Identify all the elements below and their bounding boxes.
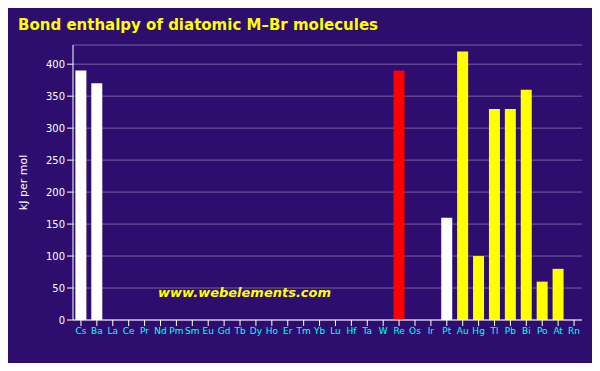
svg-text:Hf: Hf bbox=[346, 326, 357, 336]
svg-text:Tb: Tb bbox=[233, 326, 245, 336]
svg-text:Au: Au bbox=[457, 326, 469, 336]
svg-text:Gd: Gd bbox=[218, 326, 231, 336]
svg-text:Lu: Lu bbox=[330, 326, 341, 336]
svg-text:Cs: Cs bbox=[75, 326, 86, 336]
svg-text:Er: Er bbox=[283, 326, 293, 336]
svg-text:Yb: Yb bbox=[313, 326, 325, 336]
svg-text:100: 100 bbox=[46, 251, 65, 262]
svg-text:Hg: Hg bbox=[472, 326, 484, 336]
svg-text:Bi: Bi bbox=[522, 326, 531, 336]
svg-text:W: W bbox=[379, 326, 388, 336]
svg-text:Ba: Ba bbox=[91, 326, 103, 336]
svg-text:kJ per mol: kJ per mol bbox=[17, 155, 30, 210]
svg-text:50: 50 bbox=[52, 283, 65, 294]
svg-text:Po: Po bbox=[537, 326, 548, 336]
html-text:www.webelements.com: www.webelements.com bbox=[158, 285, 332, 300]
svg-text:300: 300 bbox=[46, 123, 65, 134]
svg-text:Os: Os bbox=[409, 326, 421, 336]
svg-text:200: 200 bbox=[46, 187, 65, 198]
svg-text:Pb: Pb bbox=[505, 326, 516, 336]
svg-text:Re: Re bbox=[393, 326, 405, 336]
html-text:Bond enthalpy of diatomic M–Br: Bond enthalpy of diatomic M–Br molecules bbox=[18, 16, 378, 34]
svg-text:Pr: Pr bbox=[140, 326, 149, 336]
svg-text:Rn: Rn bbox=[568, 326, 580, 336]
svg-text:Ta: Ta bbox=[362, 326, 373, 336]
svg-text:Ho: Ho bbox=[266, 326, 279, 336]
svg-text:Pm: Pm bbox=[169, 326, 183, 336]
svg-text:Eu: Eu bbox=[203, 326, 214, 336]
svg-text:Ir: Ir bbox=[428, 326, 435, 336]
svg-text:400: 400 bbox=[46, 59, 65, 70]
svg-text:150: 150 bbox=[46, 219, 65, 230]
svg-text:250: 250 bbox=[46, 155, 65, 166]
svg-text:0: 0 bbox=[59, 315, 65, 326]
svg-text:La: La bbox=[108, 326, 119, 336]
svg-text:Dy: Dy bbox=[250, 326, 263, 336]
svg-text:At: At bbox=[553, 326, 563, 336]
svg-text:Nd: Nd bbox=[154, 326, 166, 336]
svg-text:Tm: Tm bbox=[296, 326, 311, 336]
svg-text:Ce: Ce bbox=[123, 326, 135, 336]
svg-text:Sm: Sm bbox=[185, 326, 199, 336]
svg-text:Pt: Pt bbox=[442, 326, 451, 336]
svg-text:350: 350 bbox=[46, 91, 65, 102]
svg-text:Tl: Tl bbox=[490, 326, 499, 336]
